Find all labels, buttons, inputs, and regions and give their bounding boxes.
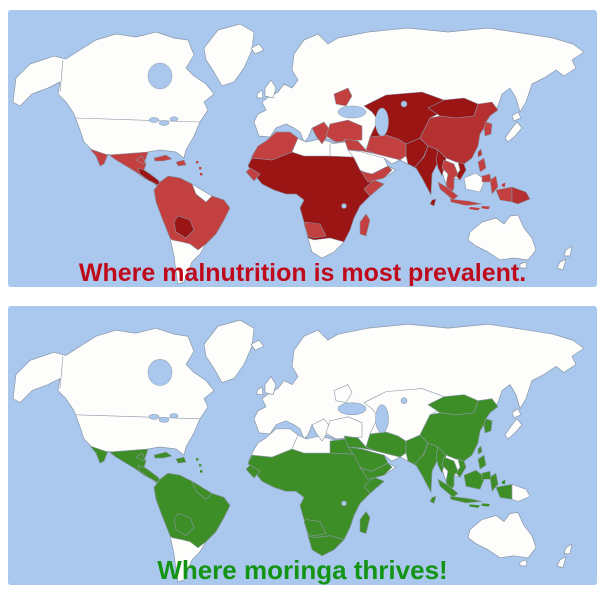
moringa-map-panel: Where moringa thrives!	[8, 306, 597, 585]
malnutrition-map-panel: Where malnutrition is most prevalent.	[8, 10, 597, 287]
world-map-moringa	[8, 306, 597, 585]
moringa-caption: Where moringa thrives!	[157, 554, 448, 585]
malnutrition-caption: Where malnutrition is most prevalent.	[78, 258, 527, 287]
world-map-malnutrition	[8, 10, 597, 287]
